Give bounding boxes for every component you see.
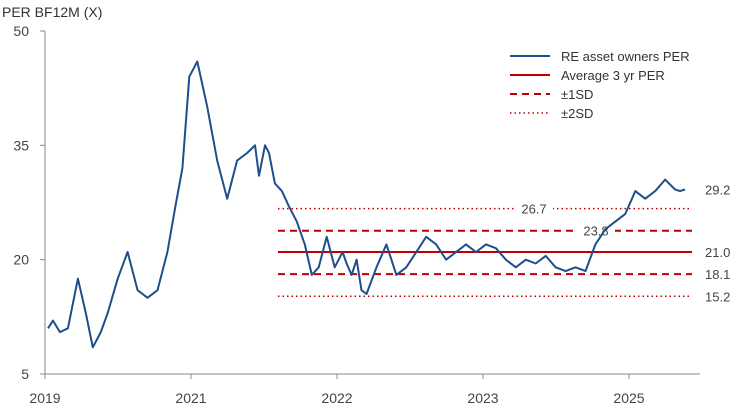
y-tick-label: 5 — [21, 366, 29, 382]
legend-label: Average 3 yr PER — [561, 68, 665, 83]
reference-line-label: 26.7 — [521, 202, 546, 217]
reference-line-label: 18.1 — [705, 267, 730, 282]
x-tick-label: 2025 — [613, 390, 644, 406]
legend-label: ±2SD — [561, 106, 593, 121]
chart-title-group: PER BF12M (X) — [2, 4, 102, 20]
y-tick-label: 20 — [13, 252, 29, 268]
reference-line-label: 15.2 — [705, 289, 730, 304]
x-axis-ticks: 2019 2021 2022 2023 2025 — [29, 374, 645, 406]
y-tick-label: 50 — [13, 23, 29, 39]
legend-label: ±1SD — [561, 87, 593, 102]
chart-title: PER BF12M (X) — [2, 4, 102, 20]
last-value-label: 29.2 — [705, 183, 730, 198]
x-tick-label: 2019 — [29, 390, 60, 406]
reference-label-bg — [577, 221, 615, 240]
x-tick-label: 2021 — [175, 390, 206, 406]
x-tick-label: 2023 — [467, 390, 498, 406]
reference-lines: 26.723.821.018.115.2 — [278, 199, 730, 304]
reference-line-label: 21.0 — [705, 245, 730, 260]
legend: RE asset owners PER Average 3 yr PER ±1SD ±… — [510, 49, 690, 121]
y-tick-label: 35 — [13, 137, 29, 153]
legend-label: RE asset owners PER — [561, 49, 690, 64]
series-line — [47, 60, 686, 349]
x-tick-label: 2022 — [321, 390, 352, 406]
reference-label-bg — [515, 199, 553, 218]
series-layer: 29.2 — [47, 60, 730, 349]
y-axis-labels: 5 20 35 50 — [13, 23, 45, 382]
